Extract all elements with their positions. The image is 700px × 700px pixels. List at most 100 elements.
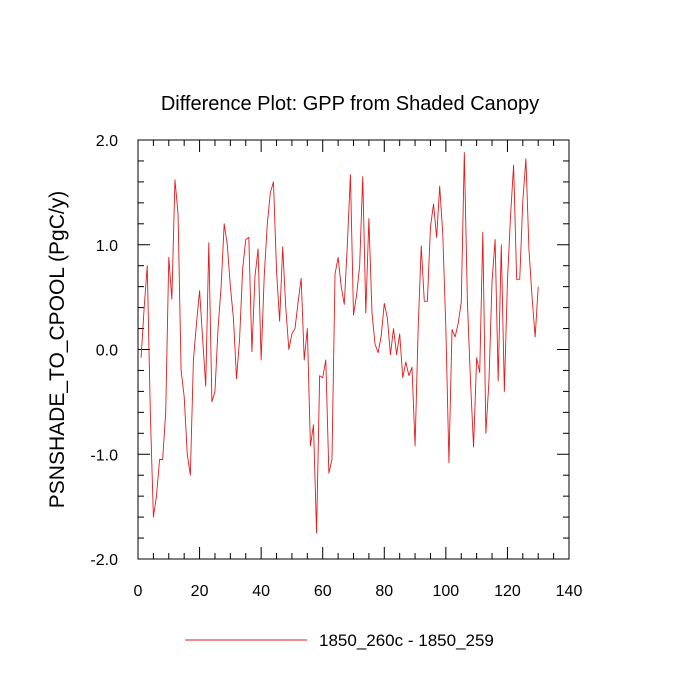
data-point: [190, 475, 191, 476]
data-point: [356, 294, 357, 295]
data-point: [227, 244, 228, 245]
data-point: [168, 257, 169, 258]
plot-frame: [137, 139, 570, 560]
data-point: [338, 257, 339, 258]
x-tick-label: 100: [433, 583, 460, 600]
data-point: [464, 152, 465, 153]
data-point: [448, 462, 449, 463]
data-point: [525, 158, 526, 159]
data-point: [319, 375, 320, 376]
data-point: [205, 386, 206, 387]
data-point: [405, 361, 406, 362]
data-point: [310, 445, 311, 446]
data-point: [414, 445, 415, 446]
data-point: [297, 302, 298, 303]
data-point: [264, 276, 265, 277]
data-point: [181, 370, 182, 371]
data-point: [245, 239, 246, 240]
y-tick-label: -2.0: [90, 552, 118, 569]
data-point: [199, 290, 200, 291]
data-point: [276, 270, 277, 271]
data-point: [408, 375, 409, 376]
axis-ticks: [137, 139, 570, 560]
data-point: [177, 213, 178, 214]
data-point: [217, 328, 218, 329]
y-tick-label: -1.0: [90, 447, 118, 464]
data-point: [208, 242, 209, 243]
x-tick-label: 0: [134, 583, 143, 600]
data-point: [242, 268, 243, 269]
data-point: [387, 317, 388, 318]
data-point: [233, 317, 234, 318]
data-point: [156, 496, 157, 497]
data-point: [196, 323, 197, 324]
data-point: [491, 281, 492, 282]
data-point: [482, 232, 483, 233]
chart-title: Difference Plot: GPP from Shaded Canopy: [161, 93, 539, 115]
data-point: [488, 380, 489, 381]
data-point: [316, 532, 317, 533]
data-point: [301, 278, 302, 279]
data-point: [174, 179, 175, 180]
data-point: [522, 200, 523, 201]
data-point: [304, 359, 305, 360]
data-point: [214, 391, 215, 392]
y-tick-label: 0.0: [96, 343, 118, 360]
data-point: [433, 203, 434, 204]
data-point: [399, 333, 400, 334]
data-point: [224, 223, 225, 224]
data-point: [495, 239, 496, 240]
data-point: [519, 279, 520, 280]
data-point: [396, 354, 397, 355]
data-point: [454, 336, 455, 337]
data-point: [531, 297, 532, 298]
data-point: [294, 328, 295, 329]
data-point: [261, 359, 262, 360]
data-point: [193, 359, 194, 360]
data-point: [313, 424, 314, 425]
data-point: [411, 367, 412, 368]
data-point: [353, 314, 354, 315]
data-point: [187, 454, 188, 455]
data-point: [504, 391, 505, 392]
data-point: [251, 351, 252, 352]
data-point: [476, 357, 477, 358]
data-point: [418, 328, 419, 329]
data-point: [344, 304, 345, 305]
data-point: [328, 473, 329, 474]
data-point: [325, 359, 326, 360]
data-point: [365, 312, 366, 313]
data-point: [473, 446, 474, 447]
data-point: [528, 249, 529, 250]
y-axis-label: PSNSHADE_TO_CPOOL (PgC/y): [46, 191, 69, 508]
data-point: [470, 380, 471, 381]
data-point: [458, 323, 459, 324]
data-point: [159, 459, 160, 460]
data-point: [427, 301, 428, 302]
data-point: [236, 378, 237, 379]
data-point: [350, 174, 351, 175]
data-point: [479, 372, 480, 373]
y-tick-label: 1.0: [96, 238, 118, 255]
x-tick-label: 60: [314, 583, 332, 600]
data-point: [513, 165, 514, 166]
data-point: [140, 357, 141, 358]
data-point: [285, 307, 286, 308]
data-point: [270, 192, 271, 193]
data-point: [430, 226, 431, 227]
data-point: [436, 237, 437, 238]
data-point: [221, 286, 222, 287]
data-point: [171, 299, 172, 300]
data-point: [381, 335, 382, 336]
data-point: [248, 237, 249, 238]
y-tick-label: 2.0: [96, 133, 118, 150]
data-point: [279, 321, 280, 322]
data-point: [334, 273, 335, 274]
data-point: [384, 303, 385, 304]
data-point: [211, 401, 212, 402]
data-point: [439, 185, 440, 186]
data-point: [307, 328, 308, 329]
data-point: [184, 396, 185, 397]
data-point: [254, 276, 255, 277]
